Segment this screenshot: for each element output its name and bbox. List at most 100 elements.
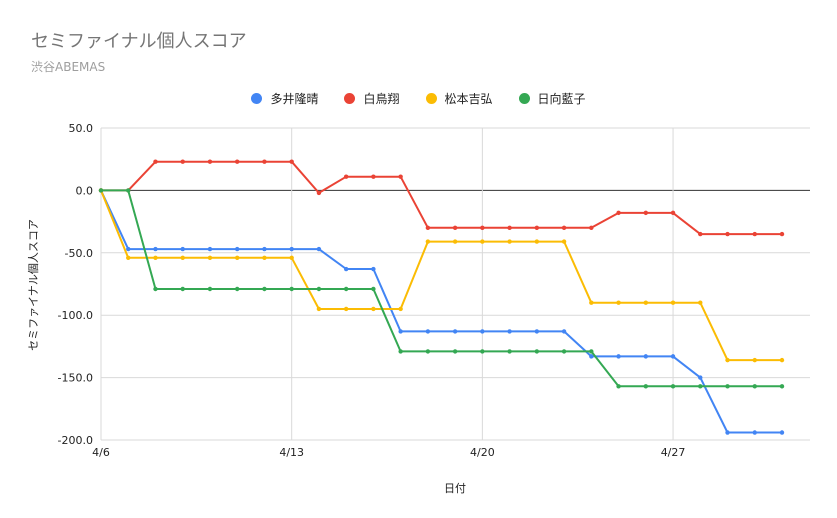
data-point [534,329,540,334]
x-tick-label: 4/27 [661,446,686,459]
data-point [180,255,185,260]
x-tick-label: 4/13 [279,446,304,459]
data-point [534,225,540,231]
data-point [343,266,349,272]
data-point [561,239,567,244]
y-tick-label: -50.0 [65,247,93,260]
data-point [425,239,431,244]
data-point [480,329,485,334]
data-point [589,349,594,354]
data-point [779,430,785,435]
data-point [534,239,540,244]
series-line-4 [101,189,782,388]
data-point [316,246,322,252]
data-point [698,231,703,237]
series-line-3 [100,190,782,362]
data-point [126,255,131,260]
data-point [779,231,785,237]
data-point [480,239,485,244]
data-point [180,286,185,292]
data-point [589,354,594,359]
data-point [289,286,294,292]
y-tick-label: -100.0 [58,309,93,322]
data-point [371,306,376,312]
data-point [343,286,349,292]
data-point [643,354,648,359]
data-point [643,210,648,216]
data-point [207,286,213,292]
data-point [507,225,512,231]
y-tick-label: -200.0 [58,434,93,447]
legend-item[interactable]: 多井隆晴 [251,90,318,107]
data-point [725,430,730,435]
data-point [153,255,158,260]
data-point [262,255,267,260]
data-point [616,384,621,389]
data-point [262,159,267,164]
data-point [371,266,376,272]
legend-label: 松本吉弘 [444,92,493,106]
data-point [725,231,730,237]
data-point [343,174,349,179]
legend-label: 多井隆晴 [270,92,319,106]
data-point [779,384,785,389]
legend-label: 白鳥翔 [363,92,400,106]
data-point [398,349,403,354]
data-point [752,231,757,237]
data-point [126,188,131,193]
series-line-2 [101,160,782,236]
data-point [725,357,730,363]
data-point [452,329,458,334]
data-point [289,255,294,260]
data-point [698,300,703,305]
data-point [534,349,540,354]
legend-marker [425,93,437,104]
series-line-1 [100,189,782,434]
data-point [480,349,485,354]
x-tick-label: 4/6 [92,446,110,459]
data-point [126,246,131,252]
chart-title: セミファイナル個人スコア [31,31,247,52]
data-point [235,159,240,164]
data-point [589,225,594,231]
data-point [398,329,403,334]
data-point [398,174,403,179]
y-tick-label: 0.0 [76,184,94,197]
data-point [779,357,785,363]
legend-item[interactable]: 日向藍子 [518,90,586,107]
data-point [425,349,431,354]
data-point [670,384,676,389]
data-point [207,255,213,260]
x-axis-label: 日付 [444,482,466,495]
data-point [670,300,676,305]
y-tick-label: -150.0 [58,372,93,385]
data-point [371,286,376,292]
data-point [643,300,648,305]
data-point [153,159,158,164]
legend: 多井隆晴 白鳥翔 松本吉弘 日向藍子 [0,90,837,107]
data-point [207,246,213,252]
data-point [207,159,213,164]
data-point [235,246,240,252]
data-point [452,239,458,244]
data-point [289,159,294,164]
legend-item[interactable]: 白鳥翔 [344,90,400,107]
data-point [752,357,757,363]
x-tick-label: 4/20 [470,446,495,459]
data-point [316,286,322,292]
data-point [698,375,703,380]
legend-item[interactable]: 松本吉弘 [425,90,493,107]
data-point [425,329,431,334]
data-point [752,430,757,435]
legend-marker [518,93,530,104]
data-point [616,354,621,359]
data-point [561,329,567,334]
data-point [616,210,621,216]
data-point [561,349,567,354]
data-point [480,225,485,231]
data-point [262,286,267,292]
data-point [752,384,757,389]
data-point [670,210,676,216]
data-point [561,225,567,231]
